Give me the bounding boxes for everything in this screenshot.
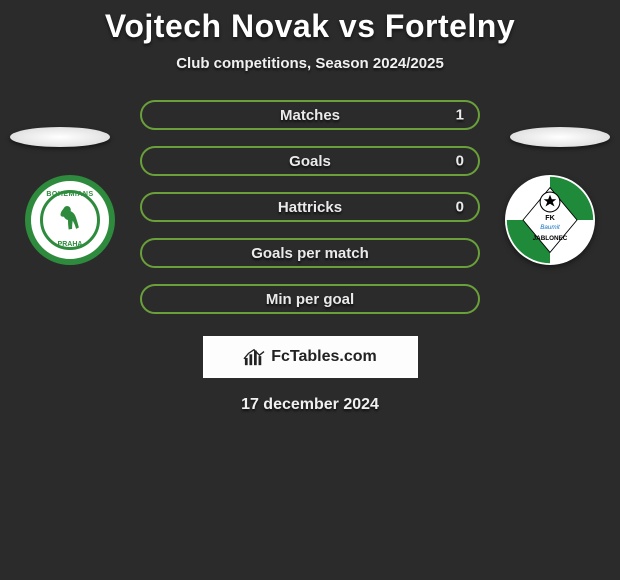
stat-row: Matches 1	[140, 100, 480, 130]
stat-row: Goals per match	[140, 238, 480, 268]
stat-label: Goals per match	[251, 245, 369, 262]
stat-value: 0	[456, 199, 464, 216]
stat-row: Hattricks 0	[140, 192, 480, 222]
bar-chart-icon	[243, 347, 265, 367]
stat-value: 0	[456, 153, 464, 170]
stat-label: Min per goal	[266, 291, 354, 308]
stat-label: Hattricks	[278, 199, 342, 216]
stat-label: Matches	[280, 107, 340, 124]
date-text: 17 december 2024	[0, 396, 620, 414]
stats-container: Matches 1 Goals 0 Hattricks 0 Goals per …	[140, 100, 480, 314]
watermark[interactable]: FcTables.com	[203, 336, 418, 378]
stat-row: Min per goal	[140, 284, 480, 314]
stat-row: Goals 0	[140, 146, 480, 176]
watermark-text: FcTables.com	[271, 348, 377, 366]
subtitle: Club competitions, Season 2024/2025	[0, 55, 620, 72]
stat-value: 1	[456, 107, 464, 124]
page-title: Vojtech Novak vs Fortelny	[0, 0, 620, 45]
stat-label: Goals	[289, 153, 331, 170]
